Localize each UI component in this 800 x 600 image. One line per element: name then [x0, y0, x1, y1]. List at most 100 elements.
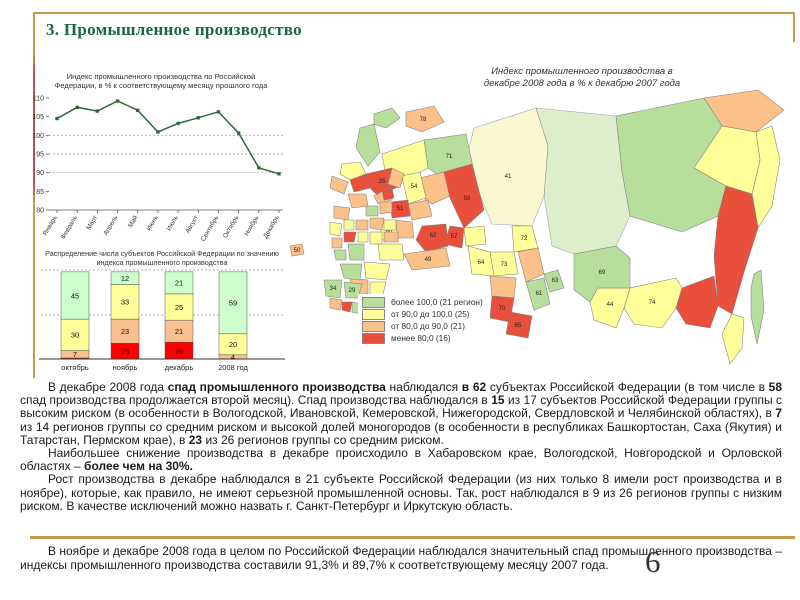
map-region: [357, 231, 369, 243]
map-region-number: 49: [425, 257, 432, 263]
map-region: [379, 201, 393, 215]
map-region: [517, 247, 545, 283]
map-region-number: 71: [446, 154, 453, 160]
body-text: В декабре 2008 года спад промышленного п…: [20, 380, 783, 513]
paragraph: В декабре 2008 года спад промышленного п…: [20, 380, 783, 447]
bar-segment: [110, 318, 140, 344]
line-chart-title: Индекс промышленного производства по Рос…: [33, 72, 289, 90]
series-line: [56, 100, 280, 175]
x-tick-label: Январь: [42, 214, 59, 237]
text-segment: наблюдался: [385, 380, 462, 394]
map-region-number: 25: [379, 179, 386, 185]
map-region: [403, 247, 451, 271]
data-point: [75, 105, 79, 110]
x-tick-label: Июль: [166, 214, 181, 232]
frame-right-corner: [793, 12, 795, 42]
bar-segment: [110, 284, 140, 320]
map-region: [383, 219, 397, 231]
x-tick-label: Июнь: [145, 214, 160, 232]
legend-label: от 90,0 до 100,0 (25): [391, 309, 470, 319]
text-segment: 58: [768, 380, 783, 394]
map-region: [333, 205, 351, 221]
map-title-line2: декабре 2008 года в % к декабрю 2007 год…: [483, 77, 681, 89]
x-tick-label: Май: [126, 214, 139, 229]
line-chart-title-line1: Индекс промышленного производства по Рос…: [66, 72, 256, 81]
map-legend: более 100,0 (21 регион) от 90,0 до 100,0 …: [358, 294, 487, 346]
map-region: [543, 269, 565, 293]
data-point: [236, 131, 241, 135]
bar-category-label: ноябрь: [113, 363, 138, 372]
paragraph: Рост производства в декабре наблюдался в…: [20, 473, 782, 513]
map-region: [363, 261, 391, 281]
map-region: [289, 243, 305, 257]
text-segment: в 62: [461, 380, 487, 394]
map-region: [369, 231, 383, 245]
bar-value-label: 7: [73, 350, 77, 359]
paragraph: Наибольшее снижение производства в декаб…: [20, 446, 782, 474]
legend-item: от 90,0 до 100,0 (25): [362, 308, 483, 320]
bar-value-label: 25: [175, 303, 183, 312]
map-region: [467, 245, 495, 277]
map-region: [373, 107, 401, 129]
frame-top-line: [33, 12, 795, 14]
map-region: [721, 313, 745, 365]
russia-map-svg: 7444694172736470656163717858545762495160…: [289, 89, 785, 365]
data-point: [136, 108, 140, 113]
bar-value-label: 20: [229, 340, 237, 349]
line-chart-title-line2: Федерации, в % к соответствующему месяцу…: [54, 81, 268, 90]
map-region: [355, 123, 381, 167]
map-region: [329, 175, 349, 195]
map-region: [415, 223, 449, 253]
map-region: [589, 287, 631, 329]
map-region: [355, 219, 369, 231]
map-region: [489, 275, 517, 299]
map-region: [675, 275, 719, 329]
bar-chart-plot: 7 30 45 октябрь 15 23 33 12 ноябрь 16 21 25 21 декабр…: [39, 269, 285, 372]
map-region-number: 51: [397, 206, 404, 212]
x-tick-label: Август: [184, 214, 200, 234]
map-region: [443, 163, 485, 229]
map-region: [341, 301, 353, 313]
map-region: [339, 263, 363, 281]
legend-swatch: [362, 332, 385, 344]
map-region: [383, 231, 399, 243]
text-segment: субъектах Российской Федерации (в том чи…: [486, 380, 769, 394]
bar-segment: [60, 271, 90, 320]
map-region: [387, 167, 405, 189]
map-region: [405, 105, 445, 133]
map-region-number: 61: [536, 291, 543, 297]
map-region: [329, 297, 343, 311]
map-region: [377, 243, 405, 261]
legend-label: от 80,0 до 90,0 (21): [391, 321, 465, 331]
map-region: [463, 225, 487, 247]
legend-label: менее 80,0 (16): [391, 333, 451, 343]
bar-chart-title-line2: индекса промышленного производства: [96, 257, 228, 267]
y-tick-label: 105: [33, 114, 44, 121]
data-point: [55, 116, 59, 121]
map-region-number: 69: [599, 270, 606, 276]
x-tick-label: Март: [85, 214, 99, 231]
bar-value-label: 33: [121, 298, 129, 307]
bar-value-label: 21: [175, 327, 183, 336]
map-region-number: 63: [552, 278, 559, 284]
text-segment: Наибольшее снижение производства в декаб…: [20, 446, 782, 474]
legend-item: менее 80,0 (16): [362, 332, 483, 344]
x-tick-label: Февраль: [60, 214, 79, 241]
footer-paragraph: В ноябре и декабре 2008 года в целом по …: [20, 544, 782, 572]
text-segment: Рост производства в декабре наблюдался в…: [20, 472, 782, 513]
bar-segment: [110, 271, 140, 285]
page-number: 6: [645, 544, 661, 579]
x-tick-label: Октябрь: [221, 213, 241, 239]
map-region-number: 54: [411, 184, 418, 190]
map-region-number: 58: [464, 196, 471, 202]
bar-value-label: 23: [121, 327, 129, 336]
text-segment: из 14 регионов группы со средним риском …: [20, 419, 782, 447]
map-region: [343, 219, 355, 231]
bar-value-label: 45: [71, 291, 79, 300]
map-region: [389, 199, 411, 219]
map-region: [331, 237, 343, 249]
map-region: [401, 171, 427, 205]
bar-value-label: 12: [121, 274, 129, 283]
map-region: [573, 245, 631, 303]
text-segment: спад производства продолжается второй ме…: [20, 393, 492, 408]
